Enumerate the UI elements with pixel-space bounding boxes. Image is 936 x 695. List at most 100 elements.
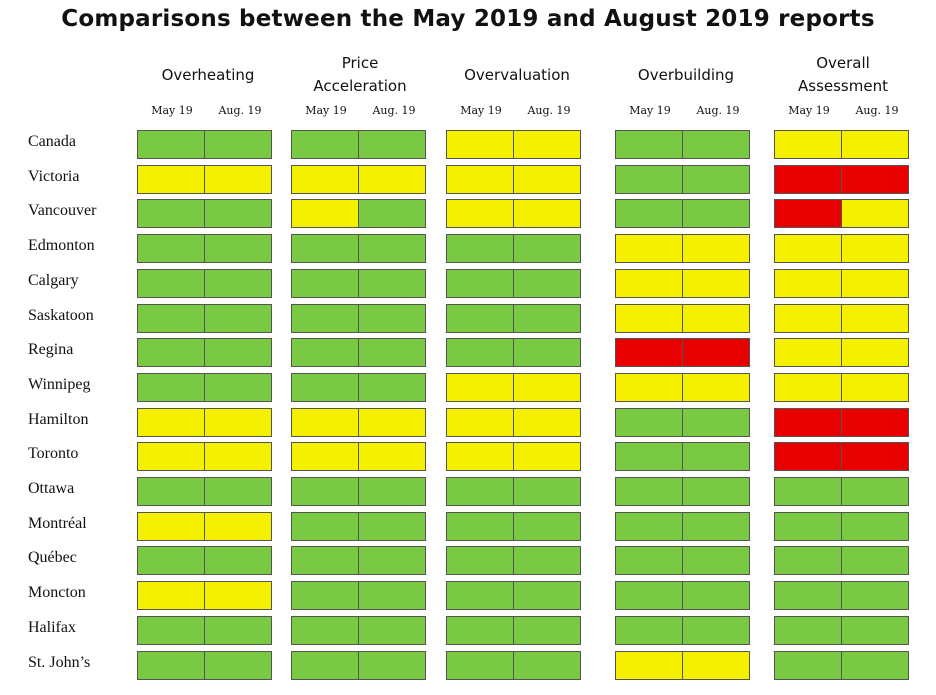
row-label: Toronto: [28, 445, 79, 463]
status-cell: [774, 268, 842, 298]
status-cell: [615, 477, 683, 506]
status-cell: [774, 130, 842, 159]
status-cell: [615, 372, 683, 402]
status-cell: [682, 268, 750, 298]
status-cell: [358, 407, 426, 437]
row-label: Québec: [28, 549, 77, 567]
status-cell: [204, 338, 272, 368]
status-cell: [291, 546, 359, 576]
row-label: Winnipeg: [28, 375, 91, 393]
row-label: Victoria: [28, 167, 80, 185]
status-cell: [682, 338, 750, 368]
status-cell: [615, 650, 683, 680]
status-cell: [841, 442, 909, 472]
status-cell: [204, 268, 272, 298]
status-cell: [513, 234, 581, 264]
status-cell: [682, 199, 750, 229]
status-cell: [682, 234, 750, 264]
period-label: Aug. 19: [527, 104, 571, 117]
status-cell: [204, 199, 272, 229]
status-cell: [615, 268, 683, 298]
status-cell: [358, 615, 426, 645]
status-cell: [615, 442, 683, 472]
status-cell: [291, 303, 359, 333]
status-cell: [358, 581, 426, 611]
status-cell: [513, 338, 581, 368]
status-cell: [446, 581, 514, 611]
chart-title: Comparisons between the May 2019 and Aug…: [61, 6, 875, 32]
status-cell: [204, 546, 272, 576]
status-cell: [513, 199, 581, 229]
period-label: May 19: [151, 104, 193, 117]
status-cell: [358, 268, 426, 298]
column-header-overbuilding: Overbuilding: [637, 65, 735, 84]
status-cell: [291, 650, 359, 680]
status-cell: [774, 199, 842, 229]
status-cell: [774, 442, 842, 472]
status-cell: [291, 234, 359, 264]
status-cell: [137, 164, 205, 194]
status-cell: [446, 546, 514, 576]
status-cell: [204, 372, 272, 402]
column-header-price-acceleration: Price Acceleration: [313, 54, 407, 95]
status-cell: [682, 511, 750, 541]
status-cell: [513, 546, 581, 576]
status-cell: [682, 372, 750, 402]
status-cell: [682, 546, 750, 576]
column-header-overvaluation: Overvaluation: [464, 65, 570, 84]
status-cell: [358, 372, 426, 402]
status-cell: [841, 164, 909, 194]
status-cell: [615, 407, 683, 437]
status-cell: [446, 442, 514, 472]
status-cell: [137, 234, 205, 264]
status-cell: [841, 234, 909, 264]
status-cell: [615, 164, 683, 194]
status-cell: [291, 164, 359, 194]
status-cell: [774, 511, 842, 541]
status-cell: [615, 130, 683, 159]
status-cell: [291, 130, 359, 159]
status-cell: [291, 581, 359, 611]
status-cell: [446, 303, 514, 333]
status-cell: [774, 164, 842, 194]
status-cell: [615, 303, 683, 333]
status-cell: [682, 303, 750, 333]
status-cell: [446, 130, 514, 159]
status-cell: [358, 546, 426, 576]
status-cell: [358, 234, 426, 264]
status-cell: [513, 268, 581, 298]
status-cell: [446, 338, 514, 368]
status-cell: [137, 442, 205, 472]
status-cell: [682, 407, 750, 437]
row-label: Vancouver: [28, 202, 97, 220]
status-cell: [841, 581, 909, 611]
status-cell: [682, 581, 750, 611]
row-label: Regina: [28, 341, 74, 359]
status-cell: [841, 130, 909, 159]
row-label: Halifax: [28, 618, 76, 636]
status-cell: [774, 303, 842, 333]
status-cell: [774, 477, 842, 506]
status-cell: [204, 442, 272, 472]
status-cell: [446, 477, 514, 506]
status-cell: [841, 338, 909, 368]
status-cell: [841, 615, 909, 645]
status-cell: [841, 303, 909, 333]
status-cell: [682, 130, 750, 159]
status-cell: [615, 338, 683, 368]
row-label: Moncton: [28, 584, 86, 602]
status-cell: [358, 199, 426, 229]
status-cell: [291, 407, 359, 437]
status-cell: [291, 199, 359, 229]
row-label: Saskatoon: [28, 306, 94, 324]
status-cell: [358, 164, 426, 194]
status-cell: [204, 581, 272, 611]
status-cell: [615, 615, 683, 645]
status-cell: [204, 164, 272, 194]
status-cell: [291, 268, 359, 298]
period-label: Aug. 19: [372, 104, 416, 117]
status-cell: [204, 650, 272, 680]
status-cell: [615, 511, 683, 541]
status-cell: [446, 372, 514, 402]
status-cell: [513, 130, 581, 159]
